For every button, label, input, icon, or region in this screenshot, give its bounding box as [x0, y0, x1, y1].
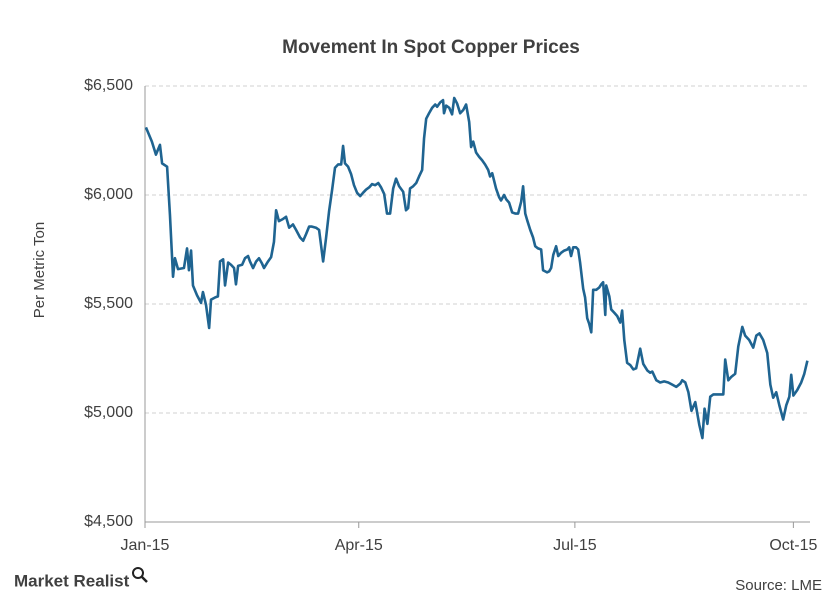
- x-tick-label: Apr-15: [335, 537, 383, 554]
- brand: Market Realist: [14, 571, 130, 590]
- y-axis-label: Per Metric Ton: [31, 222, 48, 318]
- y-tick-label: $5,000: [84, 404, 133, 421]
- chart-title: Movement In Spot Copper Prices: [282, 37, 580, 58]
- y-tick-label: $6,500: [84, 77, 133, 94]
- logo-handle: [141, 576, 148, 583]
- price-line: [144, 96, 809, 440]
- brand-logo: Market Realist: [14, 567, 148, 590]
- y-tick-label: $4,500: [84, 513, 133, 530]
- x-tick-label: Jul-15: [553, 537, 597, 554]
- logo-lens: [132, 567, 144, 579]
- x-tick-label: Oct-15: [769, 537, 817, 554]
- y-tick-label: $6,000: [84, 186, 133, 203]
- x-tick-label: Jan-15: [121, 537, 170, 554]
- y-tick-label: $5,500: [84, 295, 133, 312]
- source: Source: LME: [735, 577, 822, 594]
